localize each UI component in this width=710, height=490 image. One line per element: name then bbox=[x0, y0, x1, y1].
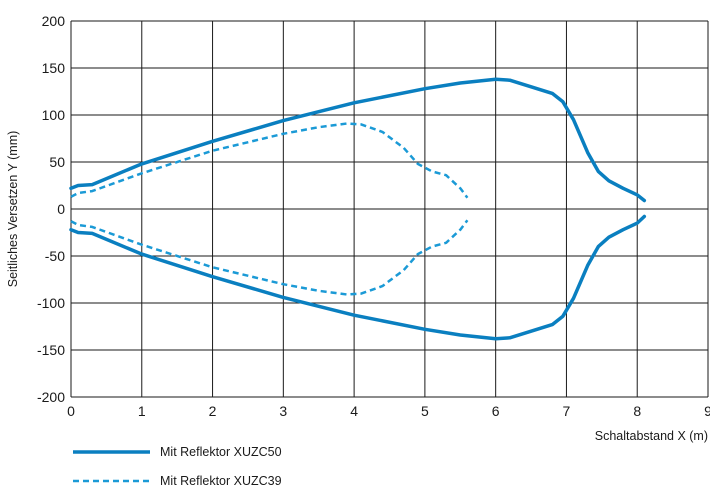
x-tick-label-7: 7 bbox=[563, 403, 571, 419]
x-tick-label-0: 0 bbox=[67, 403, 75, 419]
x-tick-label-9: 9 bbox=[704, 403, 710, 419]
x-tick-label-5: 5 bbox=[421, 403, 429, 419]
x-tick-label-2: 2 bbox=[209, 403, 217, 419]
x-tick-label-8: 8 bbox=[633, 403, 641, 419]
series-0-lower-line bbox=[69, 214, 647, 341]
y-axis-label: Seitliches Versetzen Y (mm) bbox=[6, 131, 20, 288]
tick-labels: 0 1 2 3 4 5 6 7 8 9 200 150 100 50 0 -50 -100 -150 -200 bbox=[37, 13, 710, 419]
series-1-upper-line bbox=[70, 122, 469, 199]
legend: Mit Reflektor XUZC50 Mit Reflektor XUZC3… bbox=[73, 445, 282, 488]
series-1-lower-line bbox=[70, 219, 469, 296]
y-tick-label-2: 100 bbox=[42, 107, 66, 123]
y-tick-label-1: 150 bbox=[42, 60, 66, 76]
y-tick-label-0: 200 bbox=[42, 13, 66, 29]
series-layer bbox=[69, 77, 647, 341]
y-tick-label-5: -50 bbox=[45, 248, 65, 264]
y-tick-label-3: 50 bbox=[49, 154, 65, 170]
y-tick-label-7: -150 bbox=[37, 342, 65, 358]
y-tick-label-8: -200 bbox=[37, 389, 65, 405]
series-0-upper-line bbox=[69, 77, 647, 203]
x-tick-label-4: 4 bbox=[350, 403, 358, 419]
x-axis-label: Schaltabstand X (m) bbox=[595, 429, 708, 443]
x-tick-label-6: 6 bbox=[492, 403, 500, 419]
legend-label-xuzc39: Mit Reflektor XUZC39 bbox=[160, 474, 282, 488]
y-tick-label-6: -100 bbox=[37, 295, 65, 311]
y-tick-label-4: 0 bbox=[57, 201, 65, 217]
legend-label-xuzc50: Mit Reflektor XUZC50 bbox=[160, 445, 282, 459]
chart-grid bbox=[70, 20, 709, 398]
x-tick-label-1: 1 bbox=[138, 403, 146, 419]
x-tick-label-3: 3 bbox=[279, 403, 287, 419]
